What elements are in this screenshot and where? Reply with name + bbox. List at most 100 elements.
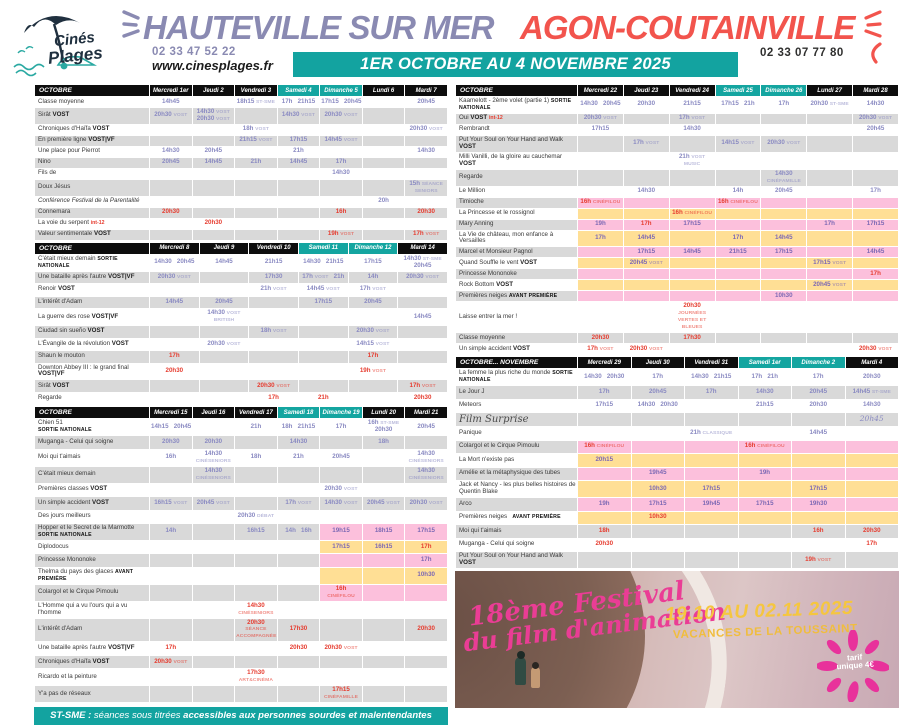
showtime-cell: 20h30 VOST — [150, 655, 192, 669]
showtime-cell — [362, 584, 405, 601]
showtime-cell — [320, 219, 362, 229]
day-header: Dimanche 5 — [320, 85, 362, 96]
showtime-cell — [249, 364, 298, 380]
showtime-cell: 17h — [405, 554, 447, 567]
showtime-cell — [845, 481, 898, 498]
showtime-cell: 17h15 — [853, 219, 898, 230]
showtime-cell — [761, 197, 807, 208]
showtime-cell — [192, 554, 235, 567]
showtime-cell: 17h15 — [364, 258, 382, 266]
showtime-cell — [578, 481, 631, 498]
showtime-cell: 14h45 VOST — [306, 285, 340, 293]
showtime-cell — [192, 584, 235, 601]
website-link[interactable]: www.cinesplages.fr — [152, 58, 273, 73]
film-title: L'intérêt d'Adam — [35, 296, 149, 309]
film-title: Chien 51 SORTIE NATIONALE — [38, 419, 92, 434]
showtime-cell: 10h30 — [405, 567, 447, 584]
showtime-cell: 17h30 — [669, 333, 715, 344]
showtime-cell — [761, 258, 807, 269]
showtime-cell — [277, 179, 320, 196]
showtime-cell — [845, 440, 898, 454]
price-badge-text: tarif unique 4€ — [836, 652, 875, 672]
film-title: Premières neiges AVANT PREMIÈRE — [459, 513, 561, 521]
showtime-cell — [405, 135, 447, 146]
showtime-cell — [623, 208, 669, 219]
showtime-cell: 14h30 ST-SME 20h45 — [403, 254, 442, 269]
showtime-cell — [631, 525, 684, 538]
showtime-cell: 21h15 — [715, 247, 761, 258]
showtime-cell: 18h — [578, 525, 631, 538]
film-title: Princesse Mononoke — [35, 554, 149, 567]
showtime-cell — [192, 618, 235, 642]
showtime-cell — [193, 602, 235, 618]
schedule-table-r1: OCTOBRE Mercredi 22 Jeudi 23 Vendredi 24 Sam… — [455, 84, 899, 355]
schedule-week-oct8-14: OCTOBRE Mercredi 8 Jeudi 9 Vendredi 10 Samed… — [34, 242, 448, 406]
showtime-cell — [845, 511, 898, 525]
film-title: L'intérêt d'Adam — [35, 618, 149, 642]
showtime-cell — [631, 440, 684, 454]
showtime-cell: 16h Cinéfilou — [578, 197, 623, 208]
showtime-cell: 20h45 VOST — [623, 258, 669, 269]
showtime-cell — [761, 153, 806, 169]
showtime-cell: 20h45 — [775, 187, 793, 195]
showtime-cell — [150, 219, 192, 229]
showtime-cell — [362, 207, 405, 218]
showtime-cell: 17h 21h15 — [281, 97, 316, 105]
showtime-cell — [363, 147, 405, 157]
film-title: C'était mieux demain — [35, 466, 149, 483]
showtime-cell — [807, 208, 853, 219]
showtime-cell — [623, 280, 669, 291]
showtime-cell — [320, 655, 362, 669]
showtime-cell — [669, 291, 715, 302]
showtime-cell — [853, 169, 898, 186]
showtime-cell — [624, 125, 669, 135]
showtime-cell: 20h30 VOST — [578, 113, 623, 124]
showtime-cell — [578, 552, 631, 568]
showtime-cell — [670, 344, 715, 354]
film-title: La Mort n'existe pas — [459, 455, 515, 463]
showtime-cell — [362, 567, 405, 584]
stsme-label: ST-SME : — [50, 710, 92, 722]
showtime-cell — [193, 197, 235, 207]
showtime-cell — [235, 108, 277, 124]
showtime-cell — [192, 524, 235, 540]
showtime-cell: 14h30 — [162, 147, 180, 155]
showtime-cell: 17h — [165, 644, 177, 652]
showtime-cell: 14h30 21h15 — [691, 372, 732, 380]
showtime-cell — [631, 454, 684, 467]
showtime-cell — [739, 539, 792, 552]
showtime-cell — [715, 169, 761, 186]
film-title: Valeur sentimentale VOST — [35, 229, 149, 240]
showtime-cell: 18h — [250, 453, 262, 461]
showtime-cell: 17h — [870, 187, 881, 195]
showtime-cell — [807, 247, 853, 258]
showtime-cell: 20h45 — [204, 147, 223, 155]
showtime-cell: 20h45 — [417, 97, 435, 105]
showtime-cell — [320, 179, 362, 196]
showtime-cell: 18h — [362, 436, 405, 449]
schedule-table-l3: OCTOBRE Mercredi 15 Jeudi 16 Vendredi 17 Sam… — [34, 406, 448, 703]
showtime-cell — [716, 153, 761, 169]
showtime-cell: 19h15 — [320, 524, 362, 540]
showtime-cell — [150, 380, 199, 392]
film-title: Un simple accident VOST — [459, 344, 530, 352]
showtime-cell — [792, 413, 845, 427]
showtime-cell: 14h30 20h45 — [154, 258, 195, 266]
showtime-cell — [320, 669, 362, 685]
showtime-cell: 14h30 Cinéseniors — [405, 466, 447, 483]
showtime-cell — [405, 642, 447, 655]
showtime-cell: 17h — [778, 100, 790, 108]
showtime-cell: 16h Cinéfilou — [578, 440, 631, 454]
showtime-cell: 14h30 VOST British — [207, 309, 241, 324]
showtime-cell: 17h VOST — [587, 344, 614, 352]
showtime-cell — [398, 296, 447, 309]
film-title: Shaun le mouton — [35, 351, 149, 363]
showtime-cell — [853, 197, 898, 208]
showtime-cell — [405, 584, 447, 601]
film-title: Connemara — [35, 207, 149, 218]
showtime-cell: 17h — [150, 351, 199, 363]
showtime-cell: 20h30 — [809, 401, 828, 409]
showtime-cell: 20h30 VOST — [324, 485, 358, 493]
film-title: Put Your Soul on Your Hand and Walk VOST — [456, 135, 577, 152]
showtime-cell — [853, 302, 898, 332]
